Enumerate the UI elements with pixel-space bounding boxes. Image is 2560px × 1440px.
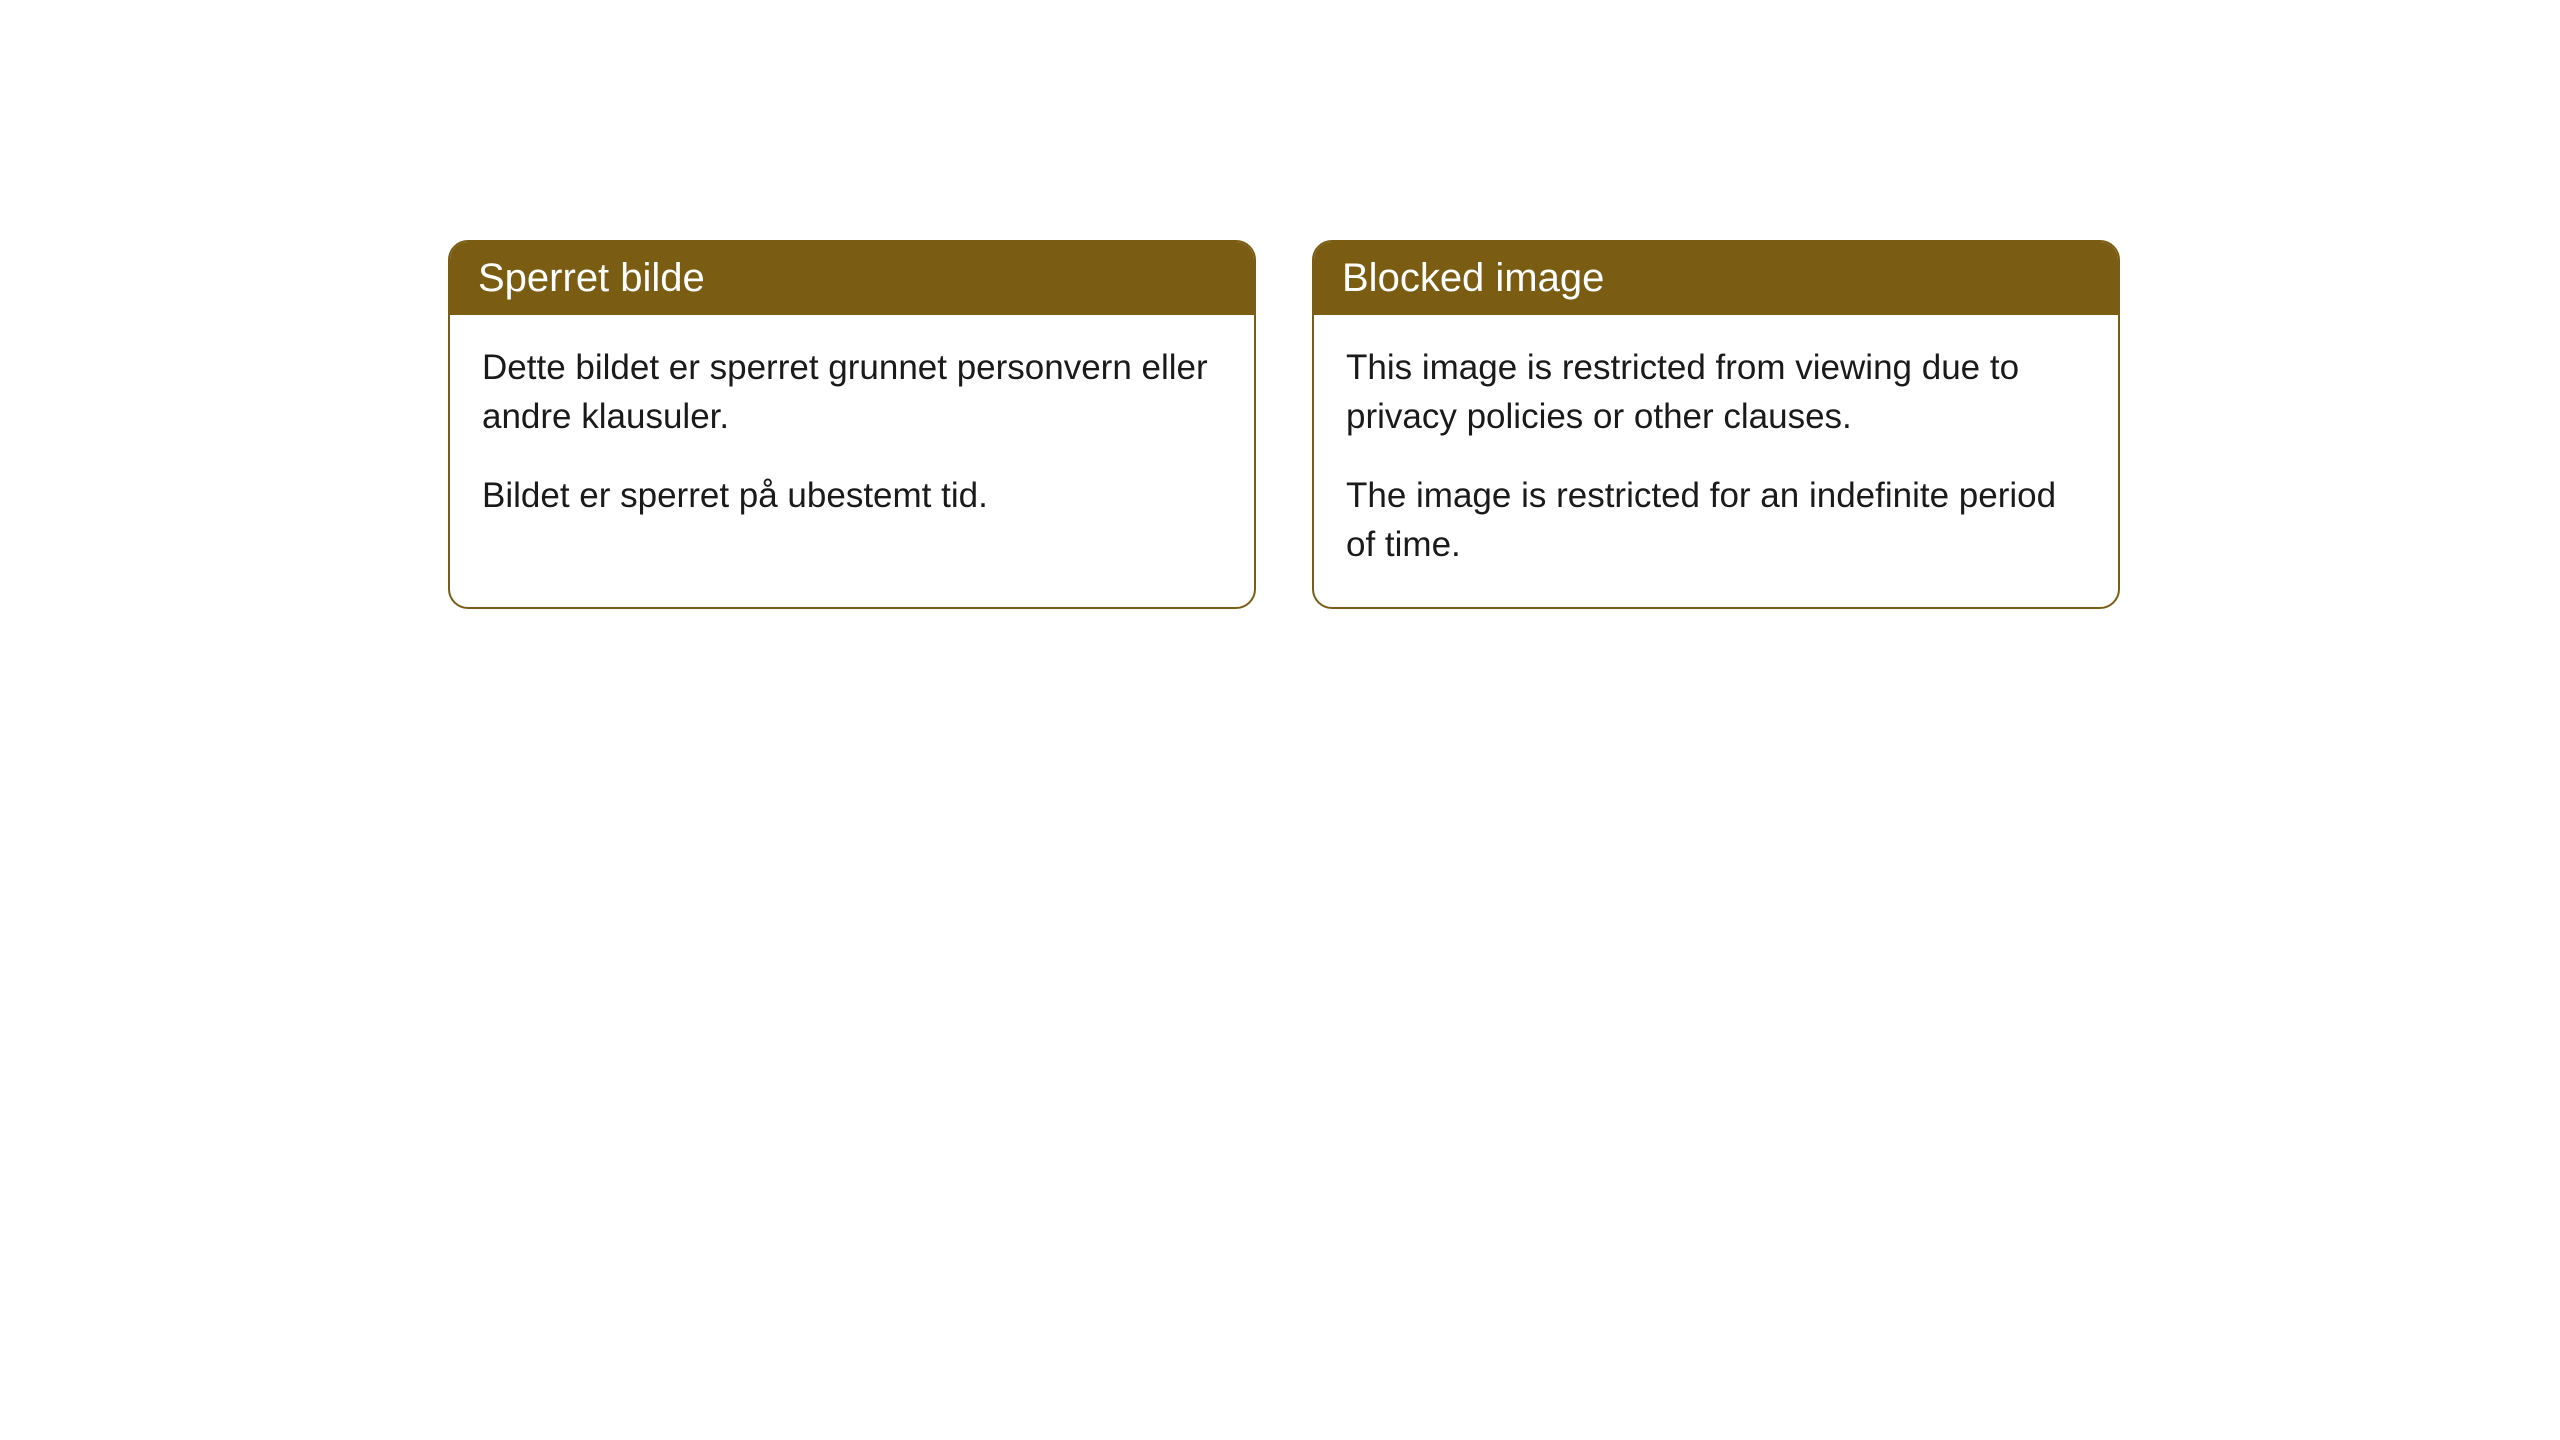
card-paragraph-2-norwegian: Bildet er sperret på ubestemt tid. — [482, 471, 1222, 520]
card-title-english: Blocked image — [1342, 256, 1604, 300]
card-body-english: This image is restricted from viewing du… — [1314, 315, 2118, 607]
card-title-norwegian: Sperret bilde — [478, 256, 705, 300]
card-header-english: Blocked image — [1314, 242, 2118, 315]
card-paragraph-1-english: This image is restricted from viewing du… — [1346, 343, 2086, 441]
card-paragraph-1-norwegian: Dette bildet er sperret grunnet personve… — [482, 343, 1222, 441]
card-body-norwegian: Dette bildet er sperret grunnet personve… — [450, 315, 1254, 558]
notice-card-norwegian: Sperret bilde Dette bildet er sperret gr… — [448, 240, 1256, 609]
notice-cards-container: Sperret bilde Dette bildet er sperret gr… — [448, 240, 2560, 609]
card-paragraph-2-english: The image is restricted for an indefinit… — [1346, 471, 2086, 569]
notice-card-english: Blocked image This image is restricted f… — [1312, 240, 2120, 609]
card-header-norwegian: Sperret bilde — [450, 242, 1254, 315]
